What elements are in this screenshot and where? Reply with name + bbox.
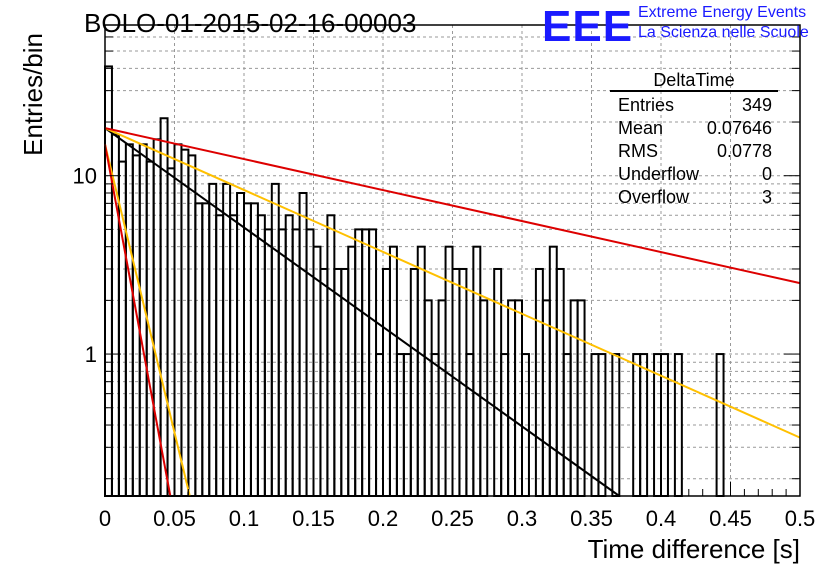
x-tick-label: 0.15 xyxy=(292,506,335,531)
logo-line2: La Scienza nelle Scuole xyxy=(638,24,809,41)
tick-labels: 0 0.05 0.1 0.15 0.2 0.25 0.3 0.35 0.4 0.45 0.5 1 10 xyxy=(73,164,816,531)
y-tick-label: 10 xyxy=(73,164,97,189)
fit-line xyxy=(104,144,172,497)
stats-row-mean: Mean 0.07646 xyxy=(610,117,778,140)
stats-box: DeltaTime Entries 349 Mean 0.07646 RMS 0… xyxy=(610,70,778,209)
x-tick-label: 0.5 xyxy=(785,506,816,531)
histogram-bin xyxy=(270,182,280,497)
fit-line xyxy=(104,144,191,497)
stats-value: 0 xyxy=(761,164,772,184)
histogram-bin xyxy=(194,202,204,497)
axis-ticks xyxy=(104,24,801,496)
stats-row-underflow: Underflow 0 xyxy=(610,163,778,186)
histogram-bin xyxy=(437,299,447,497)
eee-logo: EEE xyxy=(542,2,634,51)
stats-value: 0.0778 xyxy=(716,141,772,161)
x-tick-label: 0.35 xyxy=(570,506,613,531)
stats-row-entries: Entries 349 xyxy=(610,94,778,117)
histogram-bin xyxy=(409,267,419,497)
histogram-bin xyxy=(243,202,252,497)
histogram-bin xyxy=(298,192,308,498)
histogram-bin xyxy=(423,299,433,497)
fit-line xyxy=(104,127,801,439)
histogram-bin xyxy=(569,299,579,497)
stats-label: RMS xyxy=(618,141,658,161)
histogram-bin xyxy=(117,160,127,497)
x-axis-label: Time difference [s] xyxy=(588,534,800,564)
histogram-bin xyxy=(541,299,551,497)
stats-value: 0.07646 xyxy=(706,118,772,138)
x-tick-label: 0.45 xyxy=(709,506,752,531)
histogram-bin xyxy=(340,267,350,497)
stats-title: DeltaTime xyxy=(610,70,778,92)
x-tick-label: 0.4 xyxy=(646,506,677,531)
histogram-bin xyxy=(180,148,190,497)
histogram-bin xyxy=(382,267,391,497)
histogram-bin xyxy=(208,182,218,497)
histogram-bin xyxy=(187,154,197,497)
x-tick-label: 0.1 xyxy=(229,506,260,531)
stats-row-rms: RMS 0.0778 xyxy=(610,140,778,163)
logo-line1: Extreme Energy Events xyxy=(638,4,807,21)
x-tick-label: 0.05 xyxy=(153,506,196,531)
x-tick-label: 0.3 xyxy=(507,506,538,531)
histogram-bin xyxy=(215,214,225,498)
x-tick-label: 0 xyxy=(99,506,111,531)
stats-label: Mean xyxy=(618,118,664,138)
stats-value: 3 xyxy=(761,187,772,207)
chart-title: BOLO-01-2015-02-16-00003 xyxy=(84,8,417,38)
stats-row-overflow: Overflow 3 xyxy=(610,186,778,209)
histogram-bin xyxy=(236,192,246,498)
histogram-bin xyxy=(507,299,517,497)
histogram-bin xyxy=(514,299,523,497)
histogram-bin xyxy=(222,182,232,497)
x-tick-label: 0.25 xyxy=(431,506,474,531)
histogram-bin xyxy=(534,267,544,497)
fit-line xyxy=(104,127,620,497)
fit-lines xyxy=(104,127,801,497)
stats-value: 349 xyxy=(741,95,772,115)
x-tick-label: 0.2 xyxy=(368,506,399,531)
histogram-bin xyxy=(555,267,565,497)
histogram-bin xyxy=(124,143,134,497)
histogram-bin xyxy=(138,143,148,497)
stats-label: Underflow xyxy=(618,164,700,184)
histogram-bin xyxy=(333,267,343,497)
histogram-bin xyxy=(159,117,169,498)
stats-label: Overflow xyxy=(618,187,690,207)
y-axis-label: Entries/bin xyxy=(18,33,48,156)
fit-line xyxy=(104,127,801,285)
histogram-bin xyxy=(229,214,239,498)
histogram-bin xyxy=(201,202,211,497)
stats-label: Entries xyxy=(618,95,675,115)
histogram-bin xyxy=(326,214,336,498)
histogram-bin xyxy=(451,267,461,497)
y-tick-label: 1 xyxy=(85,342,97,367)
histogram-bin xyxy=(249,202,259,497)
histogram-bin xyxy=(319,267,329,497)
histogram-bin xyxy=(256,214,266,498)
